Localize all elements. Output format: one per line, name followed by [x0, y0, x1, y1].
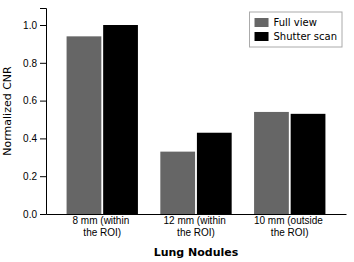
legend-frame [250, 12, 342, 47]
y-tick-label: 0.4 [23, 133, 37, 144]
bar-series [103, 25, 325, 214]
legend: Full view Shutter scan [250, 12, 342, 47]
y-tick: 0.4 [23, 133, 46, 144]
y-tick-mark [40, 138, 46, 139]
y-tick: 0.8 [23, 58, 46, 69]
x-tick-label: 10 mm (outside the ROI) [254, 215, 326, 238]
bar [197, 133, 232, 214]
y-tick: 1.0 [23, 20, 46, 31]
plot: 0.0 0.2 0.4 0.6 0.8 1.0 8 mm (within the ROI) 1… [1, 9, 347, 260]
y-tick: 0.0 [23, 209, 46, 220]
y-tick-mark [40, 63, 46, 64]
y-tick: 0.2 [23, 171, 46, 182]
x-tick: 8 mm (within the ROI) [73, 214, 132, 238]
y-tick: 0.6 [23, 95, 46, 106]
y-tick-mark [40, 25, 46, 26]
legend-item: Full view [255, 17, 317, 28]
y-tick-label: 0.2 [23, 171, 37, 182]
y-axis: 0.0 0.2 0.4 0.6 0.8 1.0 [23, 9, 46, 220]
bar [254, 112, 289, 214]
x-axis: 8 mm (within the ROI) 12 mm (within the R… [47, 214, 347, 238]
x-tick-label: 12 mm (within the ROI) [163, 215, 228, 238]
y-axis-line [40, 9, 47, 215]
legend-label: Shutter scan [274, 31, 337, 42]
bar [67, 36, 102, 214]
legend-swatch [255, 18, 269, 27]
bar-series [67, 36, 289, 214]
y-tick-mark [40, 176, 46, 177]
bars [67, 25, 326, 214]
chart: 0.0 0.2 0.4 0.6 0.8 1.0 8 mm (within the ROI) 1… [0, 0, 354, 262]
y-tick-label: 0.6 [23, 95, 37, 106]
y-tick-label: 1.0 [23, 20, 37, 31]
bar [103, 25, 138, 214]
y-tick-mark [40, 214, 46, 215]
legend-swatch [255, 32, 269, 41]
x-tick: 12 mm (within the ROI) [163, 214, 228, 238]
y-tick-label: 0.8 [23, 58, 37, 69]
x-tick-label: 8 mm (within the ROI) [73, 215, 132, 238]
legend-label: Full view [274, 17, 317, 28]
bar [160, 152, 195, 214]
x-axis-title: Lung Nodules [154, 246, 239, 259]
y-tick-mark [40, 101, 46, 102]
y-axis-title: Normalized CNR [1, 66, 14, 156]
bar [291, 114, 326, 214]
x-tick: 10 mm (outside the ROI) [254, 214, 326, 238]
y-tick-label: 0.0 [23, 209, 37, 220]
legend-item: Shutter scan [255, 31, 337, 42]
